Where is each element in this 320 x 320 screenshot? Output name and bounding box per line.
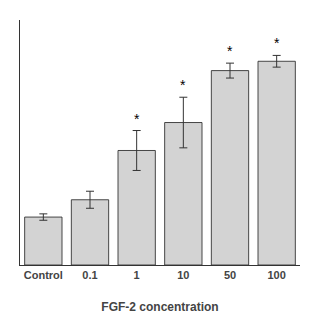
svg-text:Control: Control — [24, 269, 63, 281]
svg-text:*: * — [274, 35, 280, 51]
svg-text:10: 10 — [177, 269, 189, 281]
svg-text:*: * — [227, 43, 233, 59]
svg-text:1: 1 — [134, 269, 140, 281]
svg-text:FGF-2 concentration: FGF-2 concentration — [101, 300, 218, 314]
svg-text:50: 50 — [224, 269, 236, 281]
svg-text:100: 100 — [267, 269, 285, 281]
svg-text:0.1: 0.1 — [82, 269, 97, 281]
svg-text:*: * — [180, 77, 186, 93]
svg-text:*: * — [134, 111, 140, 127]
